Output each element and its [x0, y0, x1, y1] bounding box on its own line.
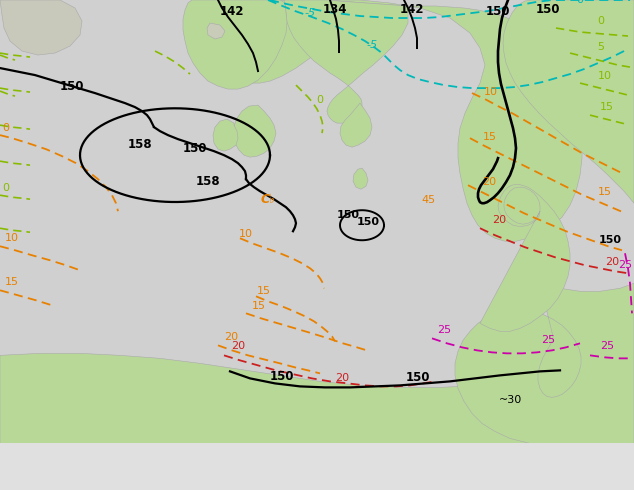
Text: 15: 15	[5, 277, 19, 287]
Polygon shape	[207, 23, 225, 39]
Text: 45: 45	[421, 195, 435, 205]
Text: 150: 150	[269, 370, 294, 383]
Text: 25: 25	[618, 260, 632, 270]
Text: 20: 20	[335, 373, 349, 383]
Text: 20: 20	[231, 342, 245, 351]
Text: 15: 15	[257, 286, 271, 296]
Text: -5: -5	[304, 8, 316, 18]
Text: 158: 158	[196, 175, 220, 188]
Polygon shape	[233, 105, 276, 157]
Text: 15: 15	[600, 102, 614, 112]
Text: 150: 150	[337, 210, 359, 220]
Text: 25: 25	[600, 342, 614, 351]
Polygon shape	[183, 0, 287, 89]
Text: 0: 0	[597, 16, 604, 26]
Text: 15: 15	[483, 132, 497, 142]
Text: 10: 10	[598, 71, 612, 81]
Text: 150: 150	[60, 79, 84, 93]
Text: ~30: ~30	[498, 395, 522, 405]
Polygon shape	[455, 283, 634, 443]
Text: 10: 10	[5, 233, 19, 243]
Text: 20: 20	[492, 215, 506, 225]
Text: -5: -5	[366, 40, 378, 50]
Text: 0: 0	[576, 0, 583, 5]
Text: 20: 20	[605, 257, 619, 267]
Text: 20: 20	[482, 177, 496, 187]
Polygon shape	[210, 0, 340, 83]
Text: 150: 150	[356, 217, 380, 227]
Text: 150: 150	[486, 5, 510, 18]
Text: 150: 150	[406, 371, 430, 384]
Text: 0: 0	[2, 183, 9, 193]
Text: 150: 150	[536, 3, 560, 16]
Polygon shape	[340, 103, 372, 147]
Text: 150: 150	[599, 235, 622, 245]
Text: 134: 134	[323, 3, 347, 16]
Polygon shape	[353, 168, 368, 189]
Polygon shape	[503, 0, 634, 203]
Polygon shape	[330, 0, 582, 241]
Text: 20: 20	[224, 332, 238, 343]
Text: Height/Temp. 850 hPa [gdpm] ECMWF: Height/Temp. 850 hPa [gdpm] ECMWF	[4, 458, 268, 470]
Text: 10: 10	[239, 229, 253, 239]
Text: 150: 150	[183, 142, 207, 155]
Text: C♭: C♭	[261, 193, 276, 206]
Polygon shape	[280, 0, 408, 123]
Text: 0: 0	[2, 123, 9, 133]
Polygon shape	[0, 353, 634, 443]
Text: ©weatheronline.co.uk: ©weatheronline.co.uk	[488, 482, 630, 490]
Text: 5: 5	[597, 42, 604, 52]
Polygon shape	[480, 184, 570, 331]
Text: 10: 10	[484, 87, 498, 97]
Text: 0: 0	[316, 95, 323, 105]
Text: 15: 15	[252, 301, 266, 311]
Text: 25: 25	[437, 325, 451, 335]
Text: Su 02-06-2024 18:00 UTC (18+144): Su 02-06-2024 18:00 UTC (18+144)	[374, 458, 630, 470]
Text: 25: 25	[541, 335, 555, 345]
Polygon shape	[213, 119, 238, 151]
Text: 142: 142	[220, 5, 244, 18]
Text: 15: 15	[598, 187, 612, 197]
Polygon shape	[0, 0, 82, 55]
Text: 158: 158	[127, 138, 152, 151]
Text: 142: 142	[400, 3, 424, 16]
